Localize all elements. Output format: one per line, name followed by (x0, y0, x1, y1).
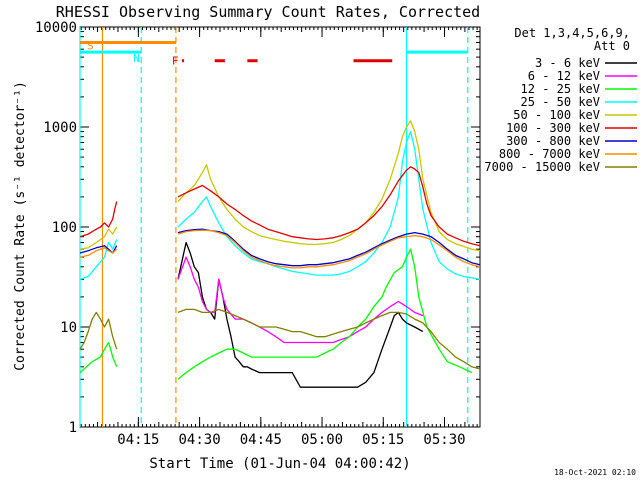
series-line-2 (177, 256, 424, 344)
legend-label: 6 - 12 keV (528, 69, 600, 83)
x-tick-label: 04:15 (117, 432, 159, 448)
series-line-8 (79, 247, 118, 258)
mode-bar-label: S (87, 39, 94, 52)
legend-label: 50 - 100 keV (513, 108, 600, 122)
legend-label: 3 - 6 keV (535, 56, 600, 70)
plot-frame (79, 26, 481, 428)
series-line-4 (177, 130, 481, 280)
legend-label: 800 - 7000 keV (499, 147, 600, 161)
legend-header-line-2: Att 0 (594, 39, 630, 53)
series-line-8 (177, 229, 481, 269)
series-line-7 (177, 228, 481, 267)
y-tick-label: 10000 (35, 20, 77, 36)
series-line-9 (177, 308, 481, 370)
series-line-4 (79, 239, 118, 280)
x-tick-label: 05:30 (423, 432, 465, 448)
y-axis-label: Corrected Count Rate (s⁻¹ detector⁻¹) (13, 81, 28, 371)
x-tick-label: 05:15 (362, 432, 404, 448)
legend-label: 12 - 25 keV (521, 82, 600, 96)
x-tick-label: 04:45 (240, 432, 282, 448)
series-line-3 (177, 248, 473, 380)
legend-header-line-1: Det 1,3,4,5,6,9, (514, 26, 630, 40)
y-tick-label: 1 (69, 420, 77, 436)
series-line-9 (79, 311, 118, 350)
series-line-3 (79, 341, 118, 374)
y-tick-label: 100 (52, 220, 77, 236)
legend-label: 25 - 50 keV (521, 95, 600, 109)
x-axis-label: Start Time (01-Jun-04 04:00:42) (149, 456, 410, 472)
series-line-1 (177, 241, 424, 388)
y-tick-label: 1000 (43, 120, 77, 136)
flare-flag-label: F (172, 55, 179, 68)
series-line-6 (79, 201, 118, 238)
mode-bar-label: N (133, 52, 140, 65)
legend-label: 100 - 300 keV (506, 121, 600, 135)
legend-label: 7000 - 15000 keV (484, 160, 600, 174)
series-line-5 (177, 120, 481, 252)
footer-stamp: 18-Oct-2021 02:10 (554, 468, 636, 477)
x-tick-label: 04:30 (179, 432, 221, 448)
plot-area: 1 10 100 1000 10000 04:15 04:30 04:45 05:00 05:15… (35, 20, 481, 448)
series-line-6 (177, 166, 481, 247)
legend-label: 300 - 800 keV (506, 134, 600, 148)
y-tick-label: 10 (60, 320, 77, 336)
x-tick-label: 05:00 (301, 432, 343, 448)
chart-title: RHESSI Observing Summary Count Rates, Co… (56, 3, 480, 21)
series-line-5 (79, 226, 118, 250)
